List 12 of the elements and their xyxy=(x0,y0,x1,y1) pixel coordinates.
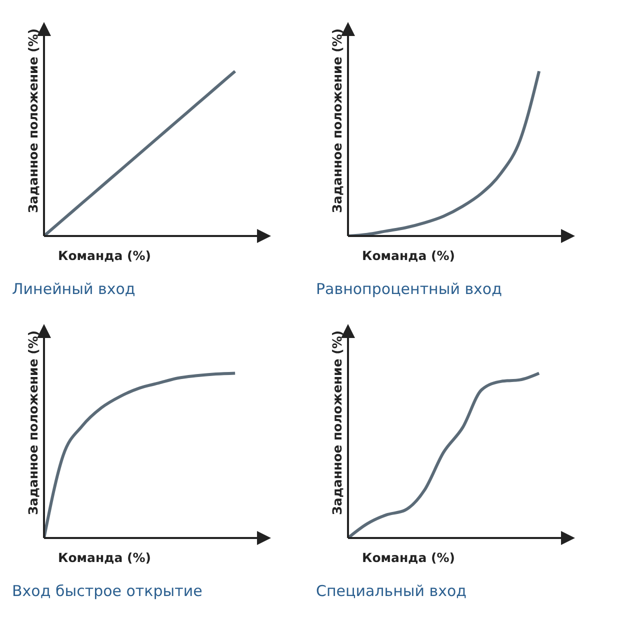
y-axis-title: Заданное положение (%) xyxy=(329,28,344,213)
text: Специальный вход xyxy=(316,582,468,600)
y-axis-title: Заданное положение (%) xyxy=(329,330,344,515)
text: Линейный вход xyxy=(12,280,136,298)
text: Вход быстрое открытие xyxy=(12,582,204,600)
x-axis-title: Команда (%) xyxy=(58,550,151,565)
y-axis-title: Заданное положение (%) xyxy=(25,330,40,515)
x-axis-title: Команда (%) xyxy=(362,550,455,565)
text: Равнопроцентный вход xyxy=(316,280,503,298)
x-axis-title: Команда (%) xyxy=(362,248,455,263)
x-axis-title: Команда (%) xyxy=(58,248,151,263)
y-axis-title: Заданное положение (%) xyxy=(25,28,40,213)
